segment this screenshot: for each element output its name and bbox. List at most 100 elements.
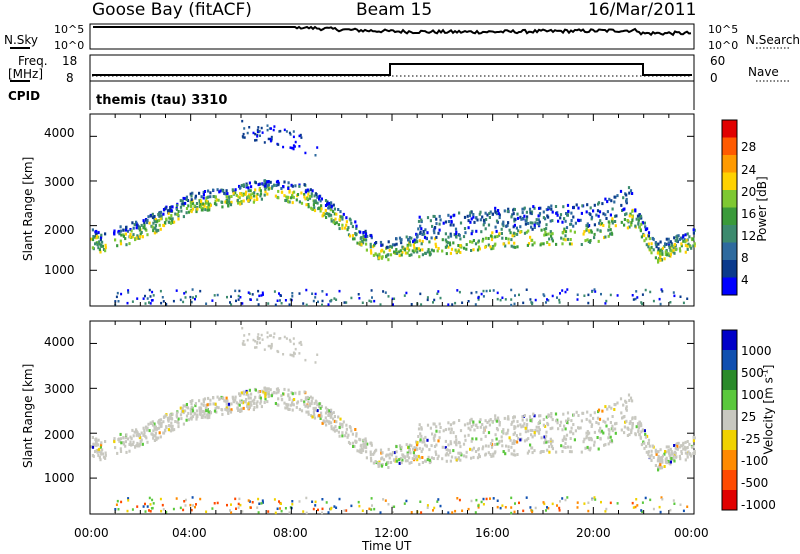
power-cell xyxy=(551,219,554,223)
velocity-cell xyxy=(151,420,154,424)
velocity-cell xyxy=(492,452,495,456)
power-cell xyxy=(298,184,301,188)
velocity-cell xyxy=(661,454,665,458)
velocity-cell xyxy=(317,508,319,512)
power-cell xyxy=(139,232,142,236)
velocity-cell xyxy=(341,431,344,435)
velocity-cell xyxy=(116,499,119,503)
power-cell xyxy=(242,183,245,187)
power-cell xyxy=(101,244,104,248)
velocity-cell xyxy=(467,426,470,430)
power-colorbar-swatch xyxy=(722,207,737,225)
velocity-cell xyxy=(119,432,122,436)
velocity-cell xyxy=(525,496,528,499)
power-cell xyxy=(512,212,515,216)
velocity-cell xyxy=(175,411,179,415)
power-cell xyxy=(690,246,693,250)
velocity-cell xyxy=(98,450,101,454)
velocity-cell xyxy=(510,422,513,426)
power-cell xyxy=(534,221,537,225)
power-cell xyxy=(468,214,472,218)
power-cell xyxy=(551,294,554,298)
velocity-cell xyxy=(387,447,390,451)
velocity-cell xyxy=(409,451,412,455)
velocity-cell xyxy=(531,510,534,514)
power-cell xyxy=(459,237,462,241)
velocity-cell xyxy=(551,502,554,506)
power-cell xyxy=(463,227,467,230)
velocity-cell xyxy=(174,420,177,423)
power-cell xyxy=(644,225,647,229)
power-cell xyxy=(262,183,265,187)
velocity-cell xyxy=(551,439,554,443)
velocity-cell xyxy=(374,460,377,463)
power-cell xyxy=(291,295,294,298)
velocity-cell xyxy=(635,498,638,501)
power-cell xyxy=(597,239,600,243)
velocity-cell xyxy=(251,501,254,504)
power-cell xyxy=(435,222,438,226)
nave-tick-high: 60 xyxy=(710,54,726,68)
velocity-cell xyxy=(351,432,354,436)
power-cell xyxy=(442,221,445,225)
velocity-ytick: 1000 xyxy=(44,471,75,485)
power-cell xyxy=(370,289,373,292)
power-cell xyxy=(538,212,542,216)
velocity-cell xyxy=(250,403,253,407)
velocity-cell xyxy=(640,509,643,512)
power-cell xyxy=(379,303,382,306)
velocity-cell xyxy=(145,428,149,432)
power-cell xyxy=(395,252,399,255)
velocity-cell xyxy=(525,425,528,429)
velocity-cell xyxy=(190,412,193,416)
velocity-cell xyxy=(468,421,472,425)
power-cell xyxy=(91,238,95,242)
velocity-cell xyxy=(169,424,172,428)
velocity-cell xyxy=(580,450,583,454)
velocity-cell xyxy=(256,405,259,409)
power-cell xyxy=(435,217,438,221)
power-cell xyxy=(216,188,219,192)
power-cell xyxy=(426,296,429,299)
power-cell xyxy=(583,294,586,297)
power-cell xyxy=(403,248,407,252)
velocity-cell xyxy=(514,502,516,505)
power-cell xyxy=(491,212,494,216)
velocity-cell xyxy=(598,417,602,421)
power-cell xyxy=(659,251,662,255)
power-cell xyxy=(505,224,508,228)
power-cell xyxy=(497,212,500,216)
velocity-cell xyxy=(236,406,239,410)
power-cell xyxy=(635,217,638,221)
velocity-cell xyxy=(392,511,394,514)
power-cell xyxy=(291,201,294,205)
power-cell xyxy=(477,239,480,243)
power-cell xyxy=(373,243,376,247)
power-cell xyxy=(421,239,424,243)
power-cell xyxy=(204,208,207,212)
power-cell xyxy=(683,238,686,242)
velocity-cell xyxy=(575,410,578,414)
power-cell xyxy=(238,289,241,293)
power-cell xyxy=(564,290,567,294)
velocity-cell xyxy=(471,437,474,441)
velocity-cell xyxy=(602,419,605,423)
velocity-cell xyxy=(261,389,264,393)
power-cell xyxy=(127,289,130,292)
velocity-cell xyxy=(607,436,610,440)
velocity-colorbar-frame xyxy=(721,329,738,511)
velocity-cell xyxy=(248,500,251,503)
power-cell xyxy=(190,198,193,202)
velocity-cell xyxy=(501,444,504,448)
power-cell xyxy=(330,204,333,208)
power-cell xyxy=(478,247,481,251)
velocity-cell xyxy=(256,340,259,344)
power-cell xyxy=(566,288,569,291)
power-cell xyxy=(614,224,617,228)
velocity-cell xyxy=(526,451,529,455)
velocity-cell xyxy=(489,442,493,446)
power-cell xyxy=(489,210,492,214)
velocity-cell xyxy=(247,393,250,397)
power-cell xyxy=(447,245,450,249)
power-cell xyxy=(555,211,558,215)
